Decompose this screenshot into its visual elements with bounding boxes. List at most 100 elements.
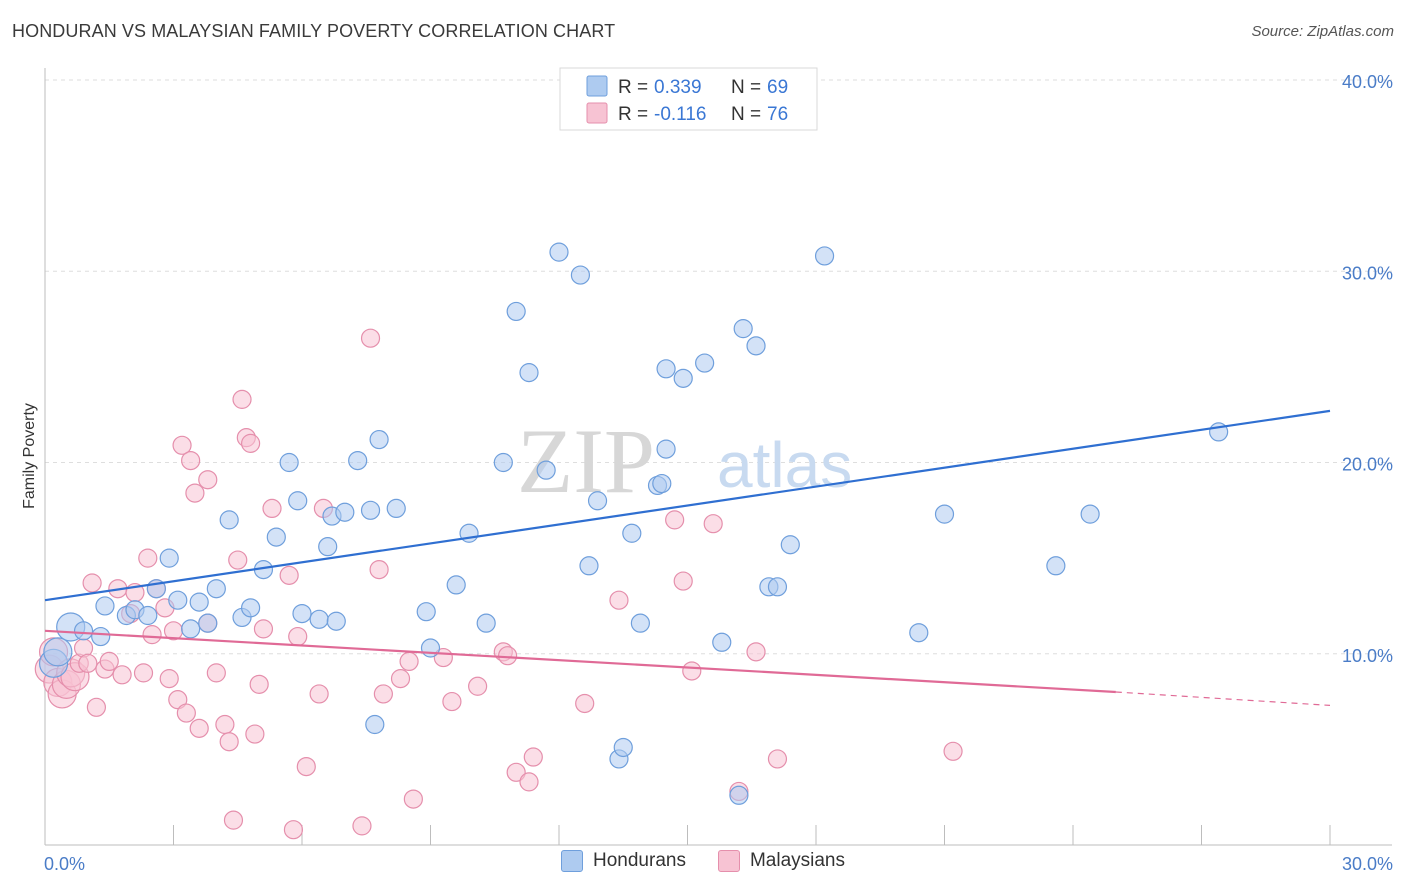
hondurans-point	[712, 632, 732, 652]
hondurans-point	[159, 548, 179, 568]
hondurans-point	[365, 714, 385, 735]
malaysians-point	[78, 653, 98, 673]
malaysians-point	[682, 661, 702, 681]
legend-r-value-hondurans: 0.339	[654, 77, 702, 98]
legend-item-malaysians[interactable]: Malaysians	[717, 850, 845, 872]
malaysians-point	[228, 550, 248, 570]
hondurans-point	[909, 623, 929, 643]
chart-title: HONDURAN VS MALAYSIAN FAMILY POVERTY COR…	[12, 21, 616, 41]
hondurans-point	[570, 265, 591, 285]
hondurans-point	[198, 613, 218, 633]
legend-item-hondurans[interactable]: Hondurans	[561, 850, 686, 872]
hondurans-point	[91, 626, 111, 647]
hondurans-point	[266, 527, 286, 547]
watermark-zip: ZIP	[517, 410, 655, 512]
malaysians-point	[767, 749, 788, 769]
malaysians-point	[232, 389, 252, 409]
hondurans-point	[138, 605, 158, 626]
malaysians-point	[245, 724, 265, 744]
hondurans-point	[652, 473, 672, 494]
malaysians-point	[159, 669, 179, 689]
malaysians-point	[133, 663, 154, 683]
malaysians-point	[262, 498, 282, 518]
legend-n-label-malaysians: N =	[731, 104, 761, 125]
hondurans-point	[476, 613, 496, 633]
hondurans-point	[335, 502, 355, 522]
legend-swatch-hondurans	[586, 75, 608, 97]
hondurans-points	[38, 242, 1229, 805]
hondurans-point	[695, 353, 715, 373]
hondurans-point	[746, 336, 766, 356]
hondurans-point	[493, 452, 513, 473]
malaysians-swatch	[717, 850, 740, 872]
malaysians-point	[142, 625, 162, 645]
y-tick-label-30: 30.0%	[1342, 263, 1393, 283]
trend-lines	[44, 409, 1331, 706]
hondurans-point	[386, 498, 406, 518]
malaysians-point	[241, 433, 261, 453]
hondurans-point	[506, 301, 526, 322]
malaysians-point	[399, 651, 419, 672]
malaysians-point	[172, 435, 192, 455]
malaysians-point	[703, 514, 723, 534]
malaysians-point	[609, 590, 629, 610]
hondurans-point	[1080, 504, 1100, 524]
malaysians-point	[746, 642, 766, 662]
hondurans-point	[656, 359, 676, 379]
hondurans-point	[420, 638, 441, 658]
hondurans-point	[579, 556, 599, 576]
malaysians-point	[279, 565, 299, 585]
hondurans-point	[288, 491, 308, 511]
legend-r-value-malaysians: -0.116	[654, 104, 706, 125]
hondurans-point	[348, 450, 368, 471]
hondurans-point	[767, 577, 788, 597]
tick-labels: 10.0% 20.0% 30.0% 40.0% 0.0% 30.0%	[44, 72, 1393, 874]
malaysians-point	[112, 665, 132, 685]
malaysians-trend-line	[44, 629, 1116, 694]
x-tick-label-min: 0.0%	[44, 854, 85, 874]
hondurans-point	[369, 429, 389, 450]
hondurans-point	[309, 609, 329, 629]
hondurans-point	[729, 785, 749, 805]
malaysians-label: Malaysians	[749, 850, 845, 871]
malaysians-point	[296, 756, 316, 777]
malaysians-point	[523, 747, 543, 767]
hondurans-point	[326, 611, 346, 631]
legend-swatch-malaysians	[586, 102, 608, 124]
hondurans-swatch	[561, 850, 583, 872]
malaysians-point	[185, 483, 205, 503]
hondurans-point	[519, 363, 539, 383]
hondurans-point	[279, 452, 299, 473]
hondurans-point	[241, 598, 261, 618]
hondurans-point	[733, 319, 753, 339]
hondurans-point	[814, 246, 835, 266]
malaysians-point	[403, 789, 423, 809]
correlation-legend: R = 0.339 N = 69 R = -0.116 N = 76	[559, 67, 818, 131]
hondurans-point	[446, 575, 466, 595]
malaysians-point	[369, 559, 389, 580]
malaysians-point	[352, 816, 372, 836]
legend-n-label-hondurans: N =	[731, 77, 761, 98]
legend-r-label-malaysians: R =	[618, 104, 648, 125]
hondurans-point	[587, 491, 608, 511]
hondurans-point	[43, 637, 73, 667]
malaysians-point	[86, 697, 107, 717]
malaysians-point	[223, 810, 244, 830]
hondurans-label: Hondurans	[593, 850, 686, 871]
malaysians-point	[215, 714, 235, 735]
y-tick-label-20: 20.0%	[1342, 455, 1393, 475]
malaysians-point	[138, 548, 158, 568]
malaysians-point	[575, 693, 595, 714]
malaysians-point	[82, 573, 102, 593]
malaysians-point	[189, 718, 209, 738]
hondurans-point	[549, 242, 569, 262]
hondurans-point	[292, 603, 312, 624]
hondurans-point	[95, 596, 115, 616]
malaysians-trend-extension	[1115, 691, 1331, 706]
hondurans-point	[613, 737, 633, 758]
malaysians-point	[519, 772, 539, 792]
hondurans-point	[622, 523, 642, 543]
malaysians-point	[198, 470, 218, 490]
hondurans-point	[219, 510, 239, 530]
